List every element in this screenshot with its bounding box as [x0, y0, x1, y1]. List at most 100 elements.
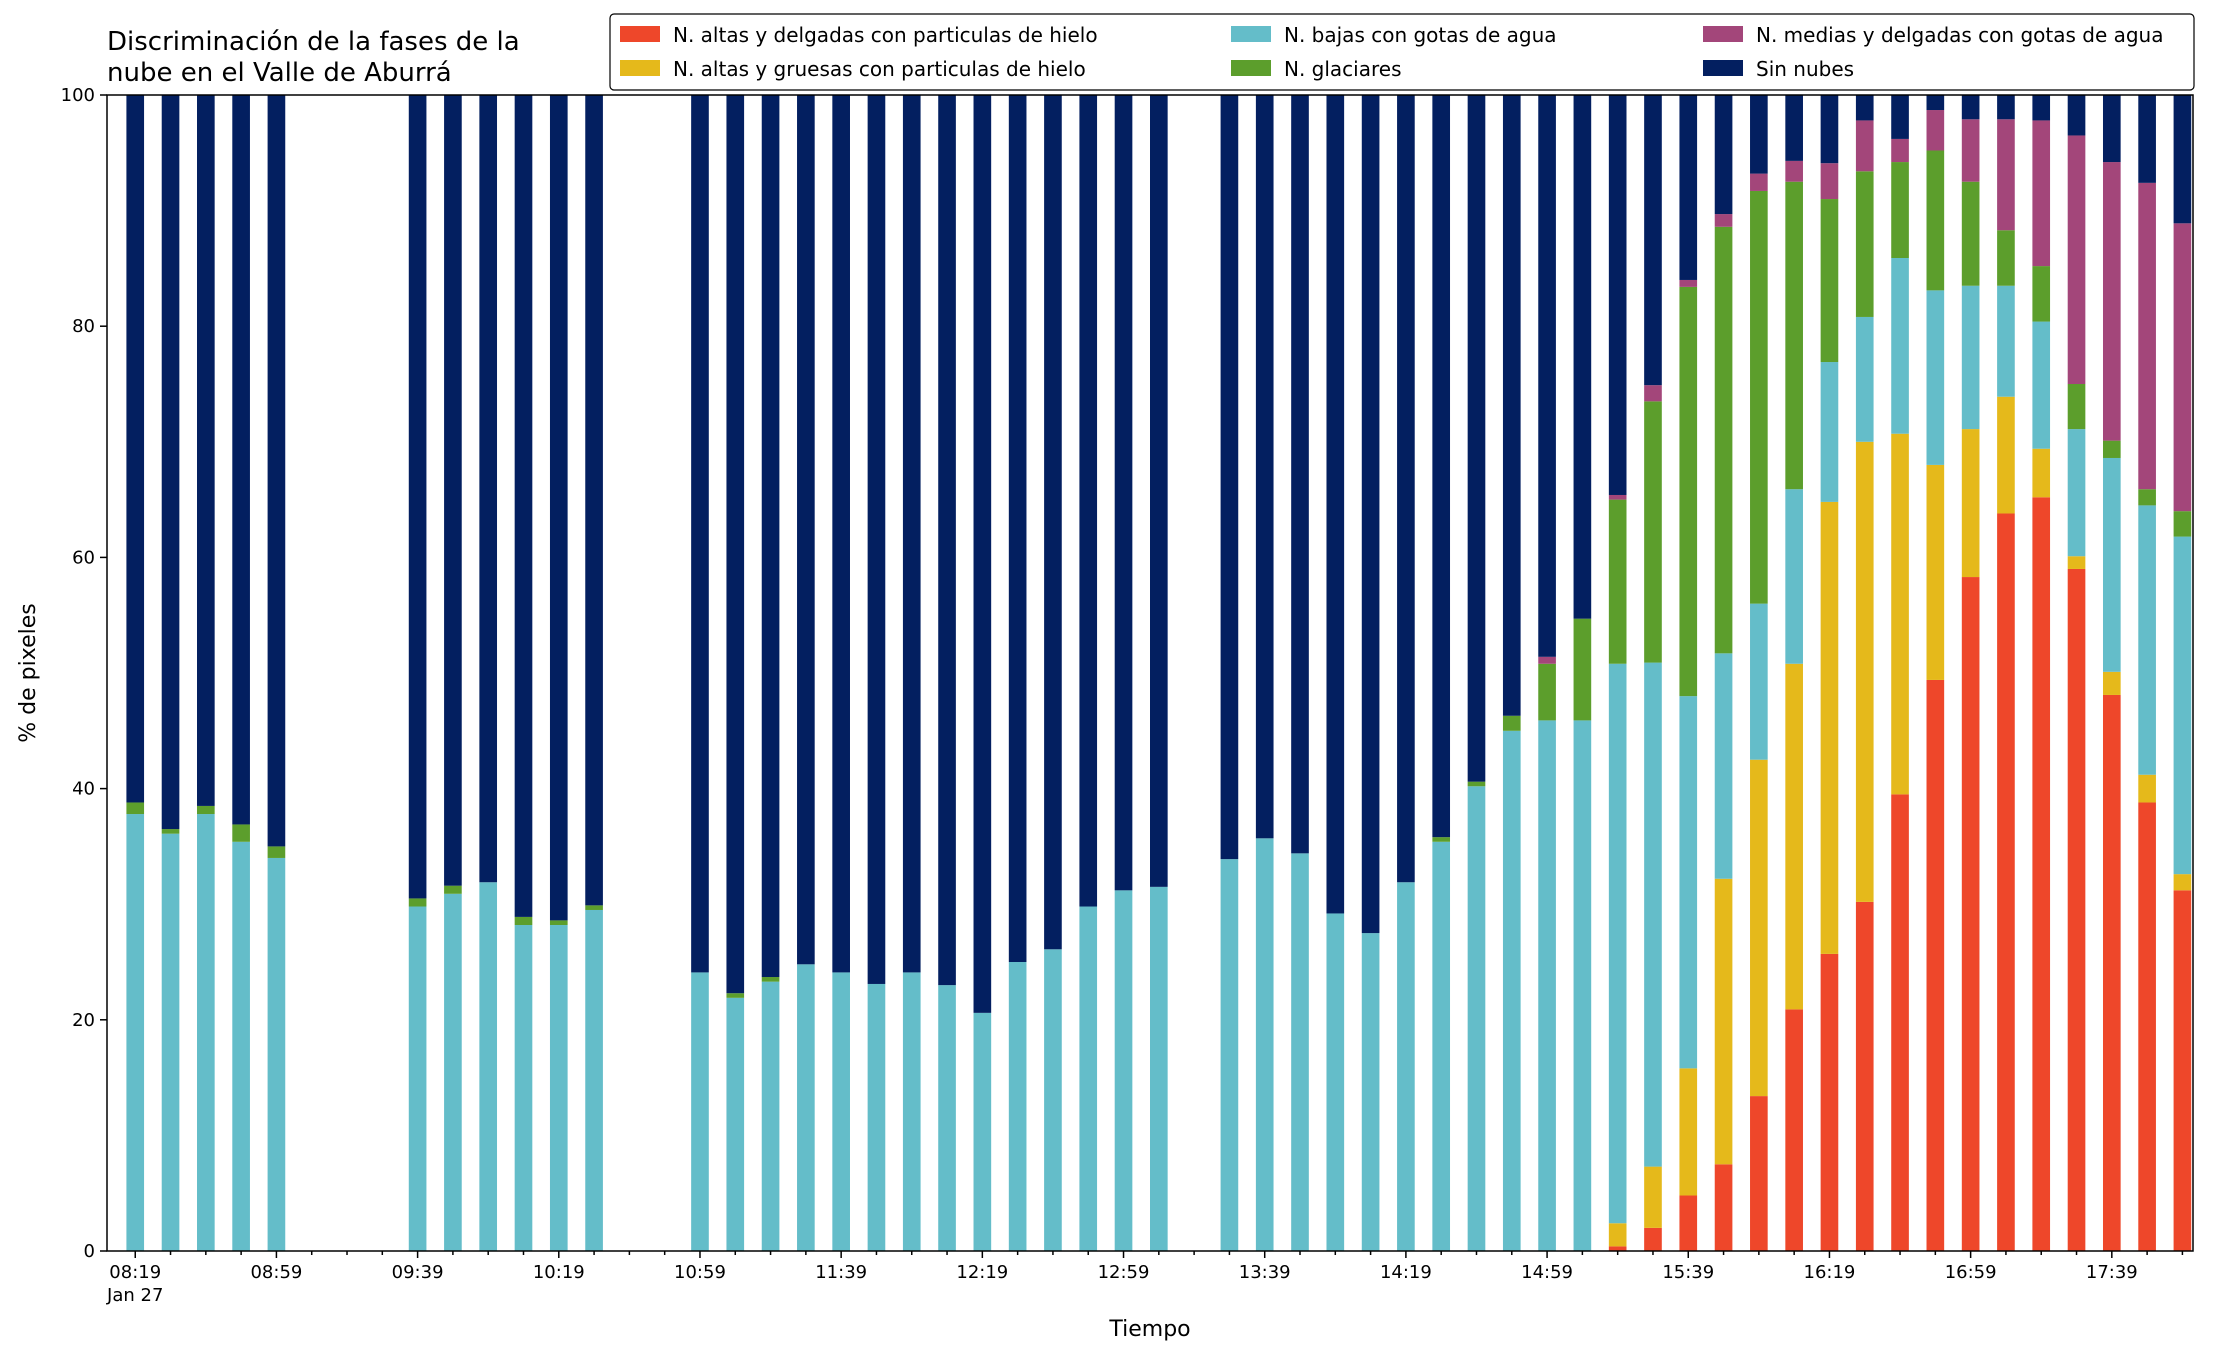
bar-segment: [1079, 95, 1098, 907]
bar-segment: [1750, 173, 1768, 191]
bar-segment: [2138, 95, 2156, 183]
bar-segment: [1820, 362, 1839, 502]
legend-label: N. medias y delgadas con gotas de agua: [1756, 23, 2164, 47]
bar-segment: [1502, 95, 1521, 716]
bar-segment: [1432, 841, 1451, 1251]
bar-segment: [1679, 95, 1698, 280]
bar-segment: [726, 993, 745, 998]
bar-segment: [1855, 316, 1874, 442]
bar-segment: [973, 1012, 992, 1251]
legend-label: N. altas y gruesas con particulas de hie…: [673, 57, 1086, 81]
bar-segment: [1820, 199, 1839, 363]
legend-label: N. glaciares: [1284, 57, 1402, 81]
bar-segment: [726, 95, 745, 994]
bar-segment: [2173, 511, 2192, 537]
x-tick-label: 11:39: [815, 1262, 867, 1283]
chart-title-line: nube en el Valle de Aburrá: [107, 58, 452, 88]
x-tick-label: 15:39: [1662, 1262, 1714, 1283]
bar-segment: [902, 95, 921, 973]
bar-segment: [2032, 448, 2051, 498]
y-tick-label: 100: [61, 85, 95, 106]
bar-segment: [938, 95, 956, 986]
bar-segment: [2067, 429, 2086, 557]
bar-segment: [2173, 874, 2192, 891]
bar-segment: [1114, 95, 1133, 891]
bar-segment: [1785, 95, 1803, 161]
bar-segment: [408, 906, 427, 1251]
bar-segment: [1679, 1195, 1698, 1251]
bar-segment: [1150, 886, 1168, 1251]
y-tick-label: 20: [72, 1010, 95, 1031]
bar-segment: [1679, 286, 1698, 697]
bar-segment: [1926, 464, 1945, 680]
bar-segment: [126, 802, 145, 815]
bar-segment: [1820, 95, 1839, 164]
bar-segment: [1891, 138, 1909, 163]
bar-segment: [2102, 694, 2121, 1251]
bar-segment: [1220, 95, 1239, 860]
x-tick-label: 08:19: [109, 1262, 161, 1283]
bar-segment: [479, 95, 498, 883]
bar-segment: [2102, 671, 2121, 695]
bar-segment: [867, 95, 886, 984]
x-tick-label: 10:19: [533, 1262, 585, 1283]
bar-segment: [267, 95, 286, 847]
legend-swatch: [1703, 60, 1743, 76]
bar-segment: [2032, 266, 2051, 322]
y-axis-label: % de pixeles: [16, 603, 41, 742]
bar-segment: [1855, 171, 1874, 317]
bar-segment: [1467, 95, 1486, 782]
bar-segment: [1750, 1096, 1768, 1251]
bar-segment: [1961, 119, 1980, 182]
bar-segment: [514, 925, 533, 1251]
bar-segment: [232, 824, 250, 842]
bar-segment: [1997, 119, 2015, 231]
bar-segment: [1997, 230, 2015, 286]
bar-segment: [1008, 95, 1027, 962]
bar-segment: [1997, 513, 2015, 1251]
bar-segment: [408, 898, 427, 907]
bar-segment: [1220, 859, 1239, 1251]
y-axis-ticks: 0 20 40 60 80 100: [61, 85, 107, 1262]
x-tick-label: 12:19: [956, 1262, 1008, 1283]
bar-segment: [1608, 1246, 1627, 1251]
x-tick-label: 08:59: [250, 1262, 302, 1283]
bar-segment: [2067, 556, 2086, 569]
bar-segment: [1502, 715, 1521, 731]
legend-label: N. bajas con gotas de agua: [1284, 23, 1557, 47]
bar-segment: [1891, 162, 1909, 258]
bar-segment: [1750, 95, 1768, 174]
bar-segment: [2032, 497, 2051, 1251]
bar-segment: [1538, 95, 1556, 657]
bar-segment: [1714, 214, 1733, 227]
y-tick-label: 0: [84, 1241, 95, 1262]
bar-segment: [1891, 794, 1909, 1251]
x-tick-label: 17:39: [2086, 1262, 2138, 1283]
bar-segment: [1538, 720, 1556, 1251]
bar-segment: [1573, 95, 1592, 619]
bar-segment: [1891, 95, 1909, 139]
y-tick-label: 40: [72, 779, 95, 800]
bar-segment: [2138, 802, 2156, 1251]
bar-segment: [1750, 603, 1768, 760]
bar-segment: [973, 95, 992, 1013]
bar-segment: [797, 95, 815, 965]
bar-segment: [2138, 505, 2156, 775]
bar-segment: [1361, 933, 1380, 1251]
bar-segment: [1608, 663, 1627, 1224]
x-tick-label: 13:39: [1239, 1262, 1291, 1283]
bar-segment: [2067, 384, 2086, 430]
bar-segment: [1644, 662, 1662, 1167]
bar-segment: [1467, 781, 1486, 787]
bar-segment: [1291, 853, 1309, 1251]
bar-segment: [1538, 656, 1556, 664]
bar-segment: [1255, 95, 1274, 839]
bar-segment: [1679, 279, 1698, 287]
bar-segment: [1255, 838, 1274, 1251]
bar-segment: [2067, 95, 2086, 136]
x-tick-label: 14:59: [1521, 1262, 1573, 1283]
bar-segment: [1855, 901, 1874, 1251]
bar-segment: [1997, 285, 2015, 397]
